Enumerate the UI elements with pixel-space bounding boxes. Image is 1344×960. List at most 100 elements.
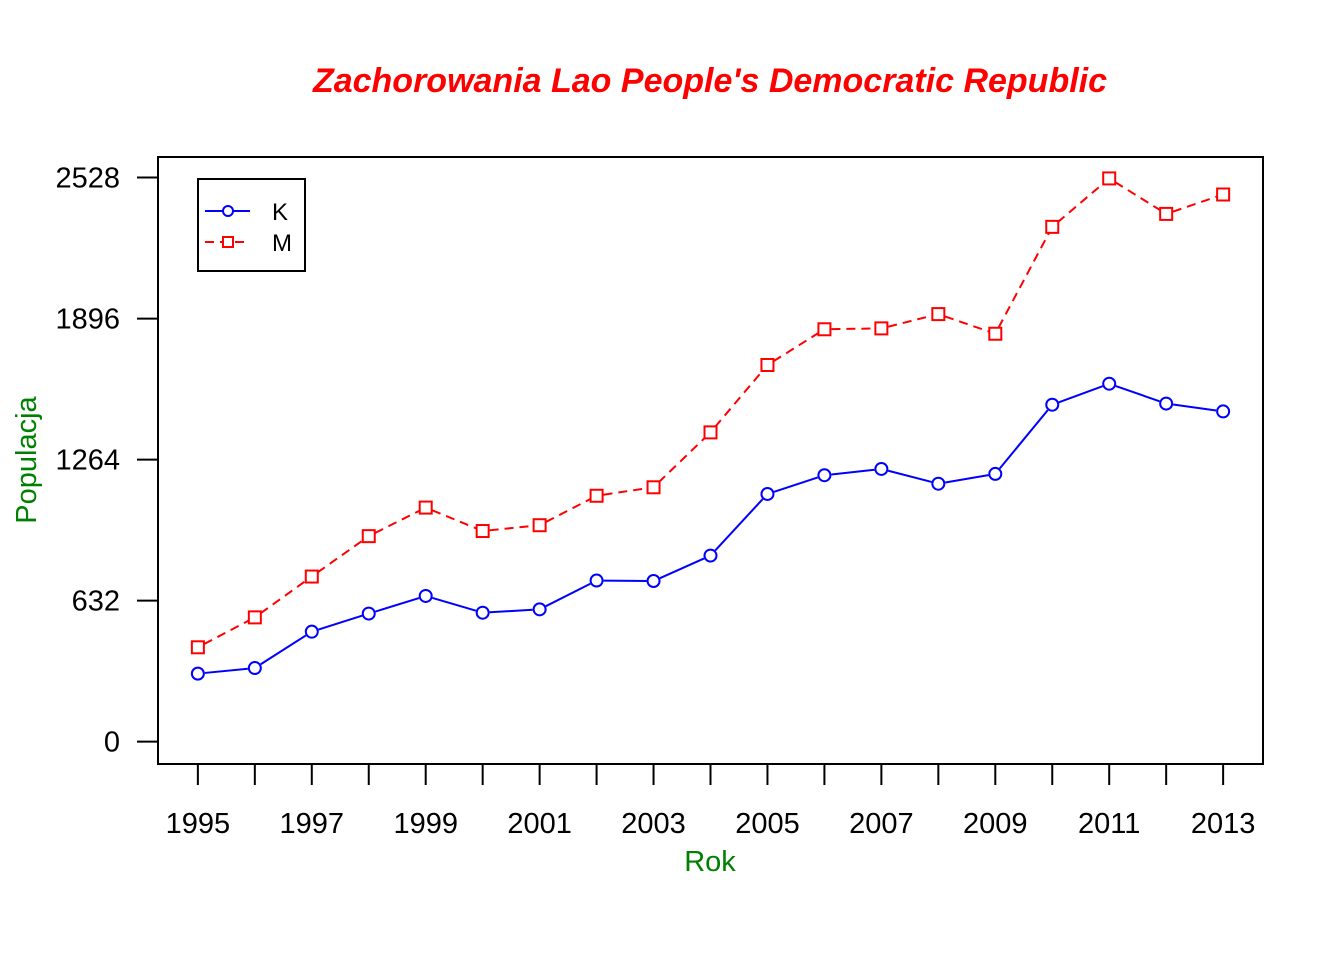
- data-point-K: [1159, 396, 1174, 411]
- data-point-K: [1216, 404, 1231, 419]
- data-point-M: [361, 529, 376, 544]
- x-axis: 1995 1997 1999 2001 2003 2005 2007 2009 2011 2013: [166, 763, 1256, 840]
- data-point-K: [760, 486, 775, 501]
- data-point-K: [988, 466, 1003, 481]
- series-segment-M: [831, 327, 875, 331]
- legend: KM: [197, 178, 306, 272]
- x-tick-label: 2003: [621, 808, 686, 840]
- y-tick-label: 2528: [55, 163, 120, 195]
- series-segment-M: [489, 524, 533, 532]
- series-segment-K: [773, 476, 819, 493]
- data-point-K: [190, 666, 205, 681]
- plot-area-frame: [157, 156, 1264, 765]
- data-point-M: [1216, 187, 1231, 202]
- data-point-M: [874, 321, 889, 336]
- series-segment-K: [945, 474, 989, 484]
- x-tick-label: 1999: [393, 808, 458, 840]
- data-point-M: [703, 425, 718, 440]
- data-point-K: [1045, 397, 1060, 412]
- data-point-M: [931, 307, 946, 322]
- y-tick-label: 1896: [55, 304, 120, 336]
- y-axis: 0 632 1264 1896 2528: [55, 163, 159, 759]
- data-point-M: [1102, 171, 1117, 186]
- data-point-M: [190, 640, 205, 655]
- x-tick-label: 2005: [735, 808, 800, 840]
- series-segment-K: [714, 498, 764, 552]
- series-segment-M: [887, 314, 932, 328]
- legend-label-K: K: [272, 199, 288, 226]
- series-segment-K: [831, 468, 875, 476]
- data-point-K: [589, 573, 604, 588]
- x-tick-label: 2013: [1191, 808, 1256, 840]
- series-M: [190, 171, 1231, 655]
- series-segment-K: [204, 667, 248, 674]
- series-segment-M: [772, 332, 820, 363]
- series-segment-K: [260, 634, 307, 666]
- data-point-M: [532, 518, 547, 533]
- series-segment-K: [1058, 385, 1103, 404]
- x-axis-title: Rok: [684, 846, 736, 878]
- series-segment-M: [1172, 195, 1217, 213]
- series-segment-K: [432, 596, 477, 612]
- legend-marker-M: [222, 236, 234, 248]
- x-tick-label: 2011: [1078, 808, 1140, 840]
- x-tick-label: 2009: [963, 808, 1028, 840]
- legend-box: [197, 178, 306, 272]
- series-segment-K: [375, 597, 420, 613]
- series-segment-M: [1114, 181, 1161, 212]
- data-point-K: [1102, 376, 1117, 391]
- series-segment-K: [318, 614, 363, 631]
- data-point-K: [247, 661, 262, 676]
- y-tick-label: 632: [72, 586, 120, 618]
- data-point-M: [988, 326, 1003, 341]
- series-segment-K: [887, 469, 932, 483]
- y-tick-label: 0: [104, 727, 120, 759]
- series-segment-M: [259, 579, 307, 615]
- series-segment-M: [657, 436, 707, 484]
- series-segment-M: [944, 315, 990, 333]
- series-segment-K: [1172, 403, 1217, 412]
- chart-title: Zachorowania Lao People's Democratic Rep…: [312, 62, 1107, 100]
- series-segment-M: [431, 509, 477, 530]
- data-point-K: [874, 461, 889, 476]
- data-point-M: [760, 357, 775, 372]
- x-tick-label: 2001: [507, 808, 572, 840]
- series-segment-K: [659, 557, 705, 580]
- data-point-K: [703, 548, 718, 563]
- data-point-K: [931, 476, 946, 491]
- series-segment-M: [1056, 182, 1105, 224]
- legend-marker-K: [222, 205, 234, 217]
- series-segment-M: [603, 487, 647, 496]
- data-point-K: [475, 605, 490, 620]
- series-segment-M: [374, 509, 420, 534]
- series-segment-M: [714, 369, 764, 428]
- data-point-M: [1045, 219, 1060, 234]
- data-point-M: [475, 524, 490, 539]
- x-tick-label: 2007: [849, 808, 914, 840]
- data-point-M: [1159, 206, 1174, 221]
- x-tick-label: 1997: [280, 808, 345, 840]
- series-segment-M: [545, 498, 591, 523]
- data-point-K: [361, 606, 376, 621]
- data-point-M: [589, 488, 604, 503]
- data-point-M: [304, 569, 319, 584]
- series-segment-M: [203, 619, 250, 645]
- series-K: [190, 376, 1231, 681]
- legend-label-M: M: [272, 230, 292, 257]
- data-point-K: [817, 468, 832, 483]
- data-point-K: [532, 602, 547, 617]
- y-tick-label: 1264: [55, 445, 120, 477]
- series-segment-K: [545, 582, 591, 608]
- series-segment-M: [316, 539, 364, 574]
- data-point-M: [817, 322, 832, 337]
- data-point-K: [646, 574, 661, 589]
- data-point-M: [247, 610, 262, 625]
- data-point-K: [418, 588, 433, 603]
- series-segment-M: [997, 232, 1050, 329]
- series-segment-K: [1115, 385, 1160, 403]
- x-tick-label: 1995: [166, 808, 231, 840]
- data-point-K: [304, 624, 319, 639]
- y-axis-title: Populacja: [11, 395, 43, 523]
- data-point-M: [418, 500, 433, 515]
